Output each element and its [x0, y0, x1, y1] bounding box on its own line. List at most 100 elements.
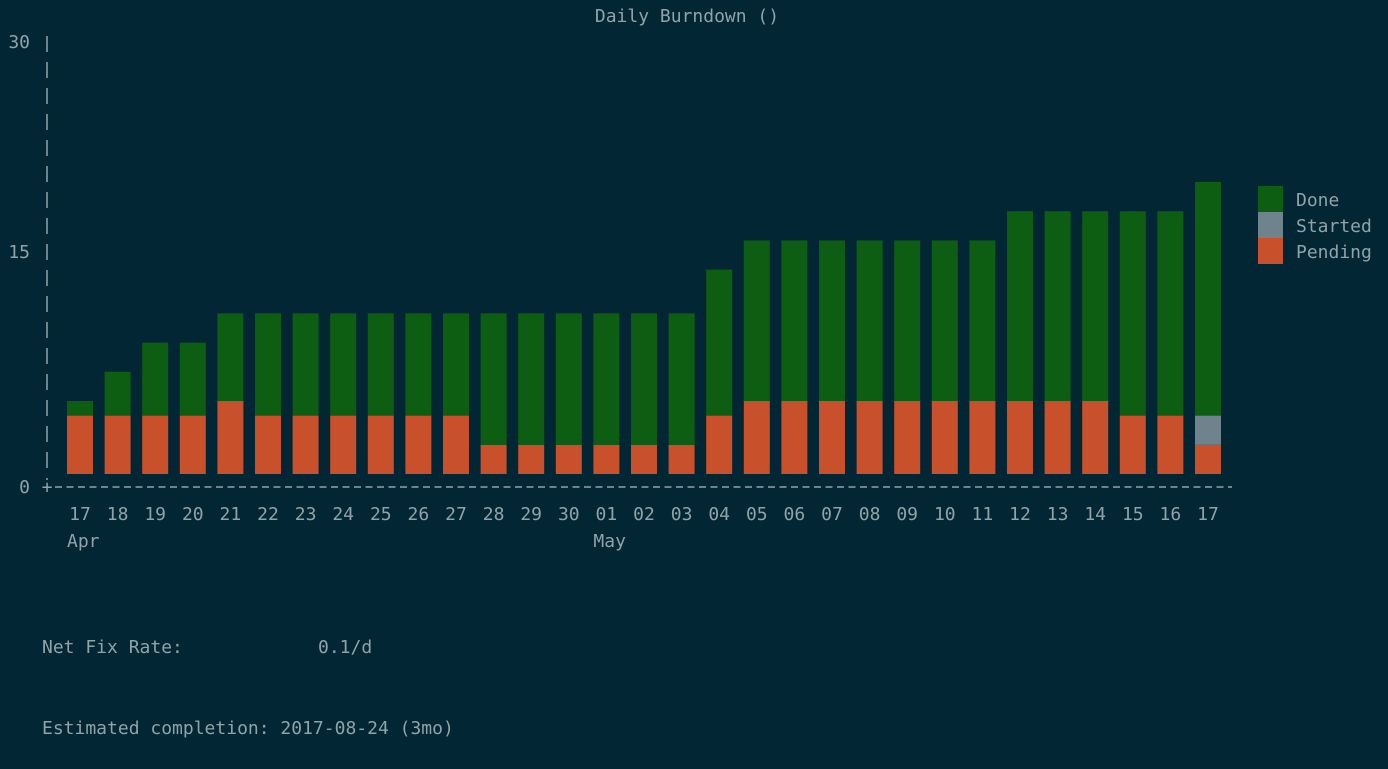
bar-stack-3 [179, 342, 206, 474]
axis-origin-plus: + [42, 477, 53, 498]
bar-pending [179, 415, 206, 474]
bar-stack-8 [367, 313, 394, 474]
bar-stack-5 [255, 313, 281, 474]
legend-swatch-done [1258, 186, 1283, 212]
completion-value: 2017-08-24 (3mo) [280, 718, 454, 739]
legend-swatch-started [1258, 212, 1283, 238]
bar-pending [781, 401, 808, 474]
bar-stack-27 [1082, 211, 1109, 474]
bar-stack-0 [67, 401, 93, 474]
x-tick-label: 06 [784, 504, 806, 525]
bar-pending [894, 401, 921, 474]
month-label: Apr [67, 531, 100, 552]
stats-panel: Net Fix Rate: 0.1/d Estimated completion:… [42, 580, 454, 769]
bar-pending [743, 401, 770, 474]
x-tick-label: 10 [934, 504, 956, 525]
axes: +0 15 30 [8, 32, 1232, 498]
legend-label-started: Started [1296, 216, 1372, 237]
x-tick-label: 14 [1084, 504, 1106, 525]
bar-pending [1119, 415, 1146, 474]
x-tick-label: 05 [746, 504, 768, 525]
bar-pending [480, 444, 507, 474]
bar-stack-15 [631, 313, 657, 474]
bar-pending [969, 401, 996, 474]
bar-pending [1157, 415, 1184, 474]
bar-stack-17 [706, 269, 733, 474]
bar-done [104, 371, 131, 416]
bar-done [1007, 211, 1033, 401]
bar-done [894, 240, 921, 401]
x-tick-label: 15 [1122, 504, 1144, 525]
bar-stack-9 [405, 313, 432, 474]
x-tick-label: 09 [896, 504, 918, 525]
x-tick-label: 27 [445, 504, 467, 525]
bar-done [292, 313, 319, 416]
bar-pending [367, 415, 394, 474]
completion-label: Estimated completion: [42, 718, 270, 739]
x-tick-label: 03 [671, 504, 693, 525]
bar-pending [142, 415, 169, 474]
bar-stack-23 [931, 240, 958, 474]
net-fix-rate-label: Net Fix Rate: [42, 637, 183, 658]
x-tick-label: 02 [633, 504, 655, 525]
bar-stack-22 [894, 240, 921, 474]
bar-pending [67, 415, 93, 474]
bar-stack-10 [443, 313, 469, 474]
bar-done [1195, 182, 1221, 416]
bar-done [405, 313, 432, 416]
legend-label-pending: Pending [1296, 242, 1372, 263]
bar-done [330, 313, 357, 416]
bar-pending [292, 415, 319, 474]
bar-stack-18 [743, 240, 770, 474]
bar-stack-2 [142, 342, 169, 474]
bar-done [179, 342, 206, 416]
bar-pending [668, 444, 695, 474]
bar-done [142, 342, 169, 416]
bar-done [781, 240, 808, 401]
bar-stack-11 [480, 313, 507, 474]
bar-pending [443, 415, 469, 474]
chart-title: Daily Burndown () [595, 6, 779, 27]
bar-stack-20 [819, 240, 845, 474]
bar-done [518, 313, 545, 445]
y-tick-label: 0 [19, 477, 30, 498]
legend-swatch-pending [1258, 238, 1283, 264]
bar-done [706, 269, 733, 416]
bar-pending [217, 401, 244, 474]
bar-stack-21 [856, 240, 883, 474]
bars [67, 182, 1221, 474]
bar-pending [1007, 401, 1033, 474]
bar-pending [1195, 444, 1221, 474]
bar-pending [255, 415, 281, 474]
bar-stack-12 [518, 313, 545, 474]
bar-stack-13 [555, 313, 582, 474]
x-tick-label: 19 [144, 504, 166, 525]
burndown-chart: Daily Burndown () +0 15 30 17 18 19 20 21 22 23 2… [8, 6, 1372, 552]
x-tick-label: 26 [408, 504, 430, 525]
bar-pending [819, 401, 845, 474]
bar-done [631, 313, 657, 445]
bar-done [217, 313, 244, 401]
bar-pending [555, 444, 582, 474]
bar-done [480, 313, 507, 445]
x-tick-label: 04 [708, 504, 730, 525]
bar-stack-25 [1007, 211, 1033, 474]
y-tick-label: 30 [8, 32, 30, 53]
bar-stack-7 [330, 313, 357, 474]
bar-done [593, 313, 620, 445]
bar-done [555, 313, 582, 445]
bar-stack-4 [217, 313, 244, 474]
bar-done [1157, 211, 1184, 416]
legend-label-done: Done [1296, 190, 1339, 211]
bar-stack-30 [1195, 182, 1221, 474]
x-tick-label: 24 [332, 504, 354, 525]
net-fix-rate-value: 0.1/d [318, 637, 373, 658]
x-tick-label: 18 [107, 504, 129, 525]
bar-stack-16 [668, 313, 695, 474]
y-tick-label: 15 [8, 242, 30, 263]
x-tick-label: 28 [483, 504, 505, 525]
bar-stack-19 [781, 240, 808, 474]
x-tick-label: 08 [859, 504, 881, 525]
bar-done [743, 240, 770, 401]
bar-pending [1082, 401, 1109, 474]
